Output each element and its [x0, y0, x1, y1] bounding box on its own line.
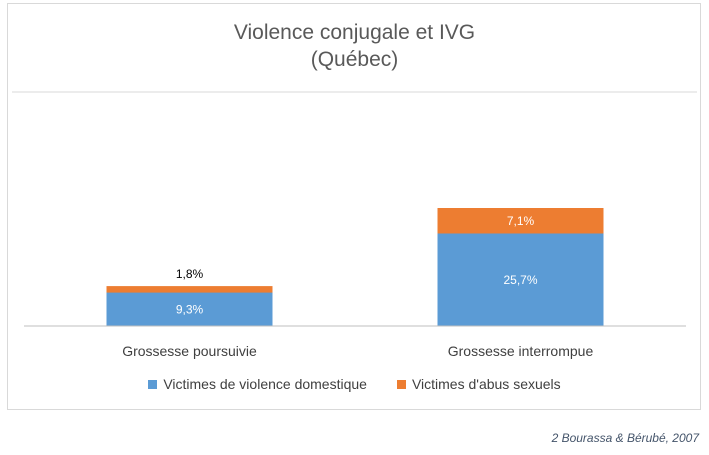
category-label-1: Grossesse poursuivie	[122, 343, 257, 359]
bars-layer	[106, 208, 604, 326]
legend-swatch-sexual-abuse	[396, 379, 406, 389]
legend-label-domestic-violence: Victimes de violence domestique	[163, 376, 367, 392]
bar-sexual-abuse-1	[106, 286, 273, 293]
chart-title: Violence conjugale et IVG	[233, 21, 476, 44]
source-caption: 2 Bourassa & Bérubé, 2007	[551, 431, 699, 445]
legend-item-sexual-abuse: Victimes d'abus sexuels	[396, 376, 561, 392]
chart-subtitle: (Québec)	[310, 48, 399, 71]
data-label-sexual-abuse-1: 1,8%	[176, 267, 204, 281]
bar-sexual-abuse-2	[437, 208, 604, 234]
bar-domestic-violence-1	[106, 292, 273, 326]
legend-swatch-domestic-violence	[148, 379, 158, 389]
bar-domestic-violence-2	[437, 233, 604, 326]
chart-frame	[7, 3, 701, 410]
data-label-domestic-violence-2: 25,7%	[503, 273, 537, 287]
data-label-sexual-abuse-2: 7,1%	[507, 214, 535, 228]
legend-item-domestic-violence: Victimes de violence domestique	[148, 376, 367, 392]
category-label-2: Grossesse interrompue	[448, 343, 594, 359]
legend-label-sexual-abuse: Victimes d'abus sexuels	[411, 376, 561, 392]
chart-legend: Victimes de violence domestique Victimes…	[0, 376, 709, 392]
data-label-domestic-violence-1: 9,3%	[176, 302, 204, 316]
labels-layer: 9,3% 1,8% Grossesse poursuivie 25,7% 7,1% Gro…	[122, 214, 593, 359]
